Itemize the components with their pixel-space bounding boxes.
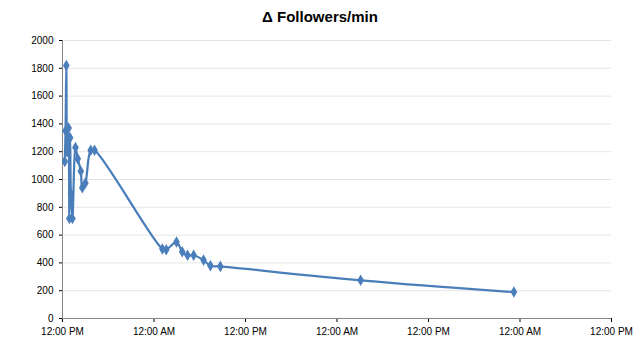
svg-text:12:00 AM: 12:00 AM: [499, 326, 541, 337]
svg-text:12:00 AM: 12:00 AM: [316, 326, 358, 337]
svg-text:1400: 1400: [31, 118, 54, 129]
svg-text:12:00 PM: 12:00 PM: [41, 326, 84, 337]
svg-text:0: 0: [48, 313, 54, 324]
svg-text:1000: 1000: [31, 174, 54, 185]
svg-text:12:00 AM: 12:00 AM: [133, 326, 175, 337]
html-text:Δ Followers/min: Δ Followers/min: [262, 8, 378, 25]
svg-text:400: 400: [37, 257, 54, 268]
svg-text:1200: 1200: [31, 146, 54, 157]
svg-text:12:00 PM: 12:00 PM: [407, 326, 450, 337]
svg-text:2000: 2000: [31, 35, 54, 46]
svg-text:12:00 PM: 12:00 PM: [224, 326, 267, 337]
svg-text:200: 200: [37, 285, 54, 296]
svg-text:800: 800: [37, 202, 54, 213]
svg-text:1600: 1600: [31, 90, 54, 101]
svg-text:600: 600: [37, 229, 54, 240]
svg-text:12:00 PM: 12:00 PM: [590, 326, 633, 337]
svg-text:1800: 1800: [31, 63, 54, 74]
